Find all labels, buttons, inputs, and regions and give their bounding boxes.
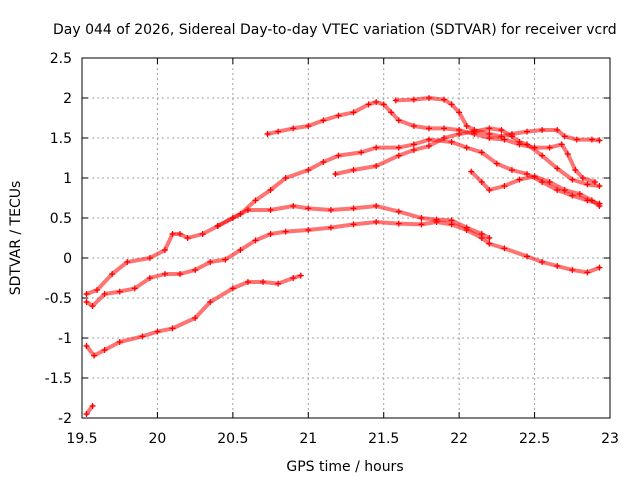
series-trace: [84, 204, 492, 296]
x-tick-label: 22.5: [519, 431, 550, 447]
series-trace: [84, 404, 95, 416]
x-tick-label: 22: [450, 431, 468, 447]
plot-frame: [81, 57, 611, 419]
series-trace: [215, 137, 602, 228]
y-tick-label: 1.5: [50, 131, 72, 147]
x-axis-label: GPS time / hours: [286, 459, 403, 475]
y-tick-label: -1.5: [45, 371, 72, 387]
x-tick-label: 21.5: [368, 431, 399, 447]
x-tick-label: 19.5: [66, 431, 97, 447]
x-tick-label: 23: [601, 431, 619, 447]
y-tick-label: 2.5: [50, 51, 72, 67]
x-tick-label: 21: [299, 431, 317, 447]
y-tick-label: -2: [58, 411, 72, 427]
y-tick-label: 1: [63, 171, 72, 187]
y-tick-labels: -2 -1.5 -1 -0.5 0 0.5 1 1.5 2 2.5: [45, 51, 72, 427]
y-tick-label: 0: [63, 251, 72, 267]
chart-title: Day 044 of 2026, Sidereal Day-to-day VTE…: [53, 22, 617, 38]
x-tick-label: 20: [149, 431, 167, 447]
y-tick-label: -0.5: [45, 291, 72, 307]
series-track-5: [214, 136, 603, 229]
series-trace: [393, 96, 602, 143]
series-track-3: [83, 219, 603, 309]
x-tick-label: 20.5: [217, 431, 248, 447]
series-track-9: [468, 168, 603, 209]
series-track-8: [392, 95, 603, 144]
series-track-1: [83, 403, 96, 417]
series-track-2: [83, 272, 304, 359]
y-axis-label: SDTVAR / TECUs: [8, 181, 24, 296]
y-tick-label: 2: [63, 91, 72, 107]
series-trace: [469, 169, 602, 208]
series-trace: [333, 126, 602, 188]
series-track-6: [264, 99, 598, 185]
x-tick-labels: 19.5 20 20.5 21 21.5 22 22.5 23: [66, 431, 619, 447]
y-tick-label: -1: [58, 331, 72, 347]
series-trace: [84, 220, 602, 308]
series-trace: [84, 273, 303, 358]
series-trace: [265, 100, 597, 184]
y-tick-label: 0.5: [50, 211, 72, 227]
data-series: [83, 95, 603, 417]
series-track-4: [83, 203, 493, 297]
